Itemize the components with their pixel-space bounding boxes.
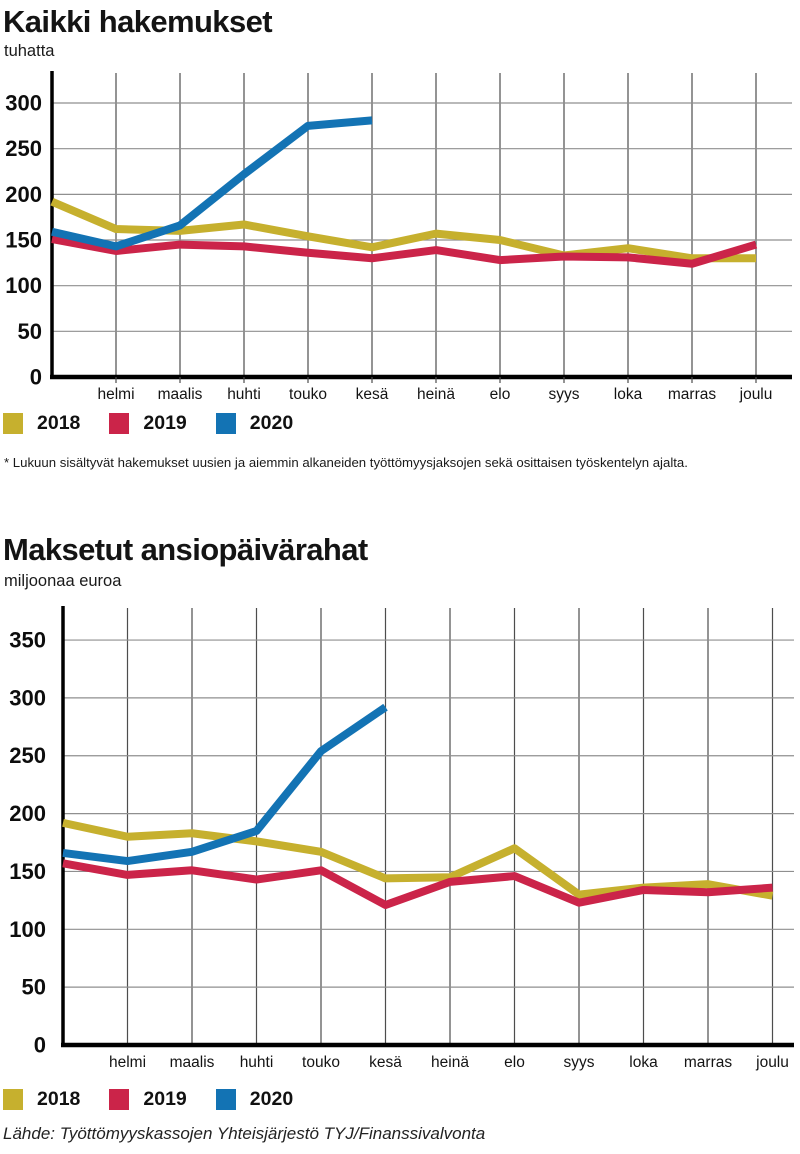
x-tick-label: huhti <box>227 386 261 403</box>
y-tick-label: 0 <box>30 364 42 389</box>
legend-item-2019: 2019 <box>109 1088 187 1111</box>
x-tick-label: maalis <box>158 386 203 403</box>
x-tick-label: elo <box>504 1054 525 1071</box>
series-line-2019 <box>62 859 773 910</box>
chart2-legend: 2018 2019 2020 <box>3 1088 322 1111</box>
y-tick-label: 150 <box>5 227 42 252</box>
legend-item-2020: 2020 <box>215 412 294 435</box>
footnote: * Lukuun sisältyvät hakemukset uusien ja… <box>4 455 688 470</box>
legend-label: 2019 <box>143 1088 187 1110</box>
y-tick-label: 200 <box>5 182 42 207</box>
y-tick-label: 300 <box>5 90 42 115</box>
x-tick-label: joulu <box>739 386 773 403</box>
legend-swatch-2019 <box>109 413 130 434</box>
y-tick-label: 50 <box>22 975 46 1000</box>
y-tick-label: 200 <box>9 801 46 826</box>
x-tick-label: marras <box>668 386 716 403</box>
x-tick-label: touko <box>289 386 327 403</box>
x-tick-label: kesä <box>356 386 389 403</box>
y-tick-label: 300 <box>9 685 46 710</box>
chart1-title: Kaikki hakemukset <box>3 4 273 39</box>
y-tick-label: 350 <box>9 628 46 653</box>
series-line-2020 <box>62 703 388 866</box>
legend-label: 2018 <box>37 412 81 434</box>
x-tick-label: elo <box>490 386 511 403</box>
x-tick-label: helmi <box>97 386 134 403</box>
legend-label: 2018 <box>37 1088 81 1110</box>
x-tick-label: loka <box>614 386 643 403</box>
x-tick-label: touko <box>302 1054 340 1071</box>
legend-swatch-2020 <box>215 1089 236 1110</box>
chart1-legend: 2018 2019 2020 <box>3 412 322 435</box>
x-tick-label: helmi <box>109 1054 146 1071</box>
chart1-unit-label: tuhatta <box>4 42 55 60</box>
x-tick-label: syys <box>549 386 580 403</box>
x-tick-label: kesä <box>369 1054 402 1071</box>
legend-swatch-2018 <box>3 413 23 434</box>
legend-label: 2020 <box>249 412 294 434</box>
legend-swatch-2018 <box>3 1089 23 1110</box>
series-line-2020 <box>51 116 373 251</box>
series-line-2018 <box>62 818 774 900</box>
legend-label: 2020 <box>249 1088 294 1110</box>
series-line-2019 <box>51 235 758 268</box>
source-credit: Lähde: Työttömyyskassojen Yhteisjärjestö… <box>3 1124 486 1143</box>
x-tick-label: heinä <box>431 1054 469 1071</box>
x-tick-label: heinä <box>417 386 455 403</box>
legend-item-2018: 2018 <box>3 412 80 435</box>
legend-label: 2019 <box>143 412 187 434</box>
chart2-line-chart: 0 50 100 150 200 250 300 350 helmi maalis huhti tou… <box>9 606 794 1071</box>
legend-item-2018: 2018 <box>3 1088 80 1111</box>
x-tick-label: maalis <box>170 1054 215 1071</box>
y-tick-label: 0 <box>34 1032 46 1057</box>
x-tick-label: loka <box>629 1054 658 1071</box>
x-tick-label: marras <box>684 1054 732 1071</box>
legend-item-2020: 2020 <box>215 1088 294 1111</box>
chart2-title: Maksetut ansiopäivärahat <box>3 532 368 567</box>
y-tick-label: 150 <box>9 859 46 884</box>
chart2-unit-label: miljoonaa euroa <box>4 572 122 590</box>
x-tick-label: syys <box>564 1054 595 1071</box>
y-tick-label: 100 <box>5 273 42 298</box>
y-tick-label: 250 <box>5 136 42 161</box>
y-tick-label: 250 <box>9 743 46 768</box>
legend-swatch-2020 <box>215 413 236 434</box>
chart1-line-chart: 0 50 100 150 200 250 300 helmi maalis huhti touko k… <box>5 71 792 403</box>
legend-swatch-2019 <box>109 1089 130 1110</box>
y-tick-label: 50 <box>18 319 42 344</box>
x-tick-label: huhti <box>240 1054 274 1071</box>
x-tick-label: joulu <box>755 1054 789 1071</box>
y-tick-label: 100 <box>9 917 46 942</box>
legend-item-2019: 2019 <box>109 412 187 435</box>
